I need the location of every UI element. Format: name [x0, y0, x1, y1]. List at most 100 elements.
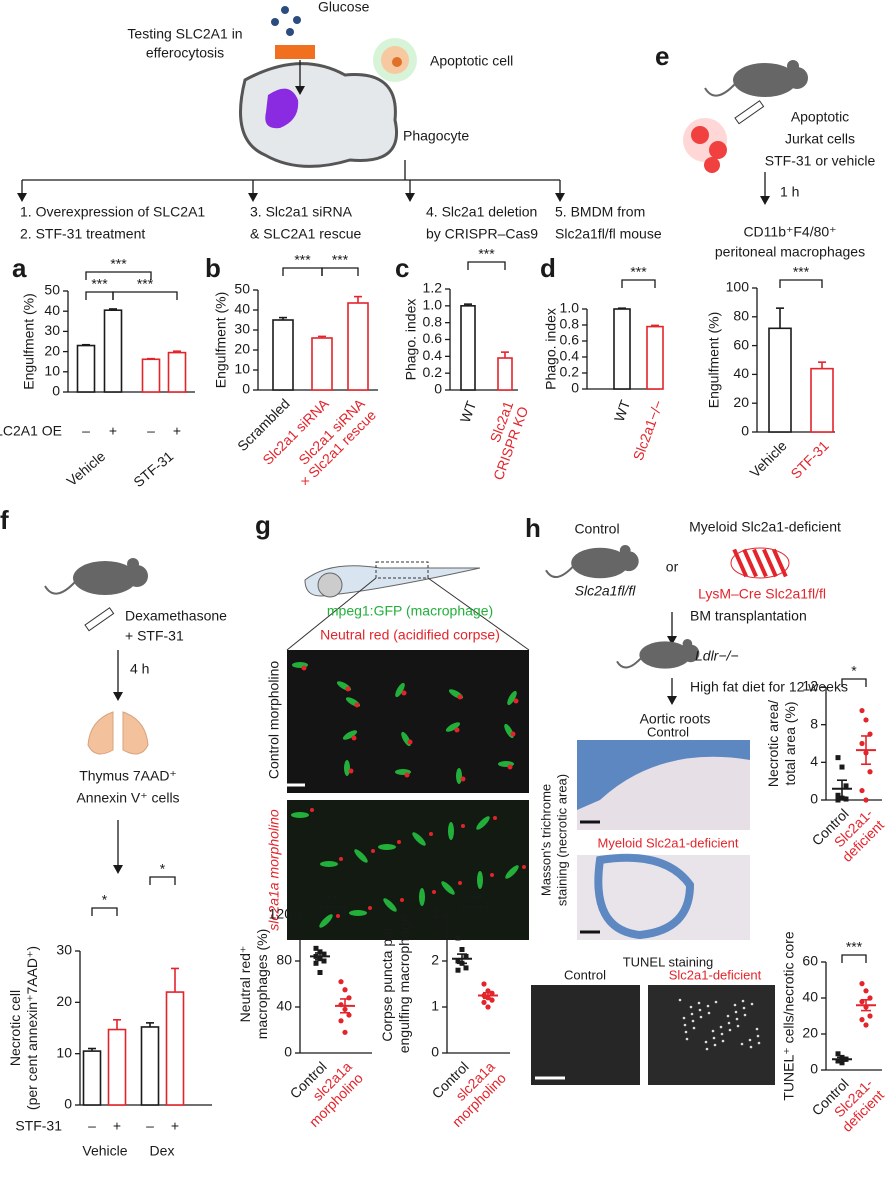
tunel-dot	[721, 1039, 725, 1043]
data-point	[342, 1029, 348, 1035]
approach-text: 4. Slc2a1 deletion	[426, 204, 537, 220]
data-point	[863, 988, 869, 994]
tunel-dot	[750, 1002, 754, 1006]
mouse-stripe	[762, 548, 778, 578]
y-tick-label: 60	[802, 953, 818, 969]
mouse-tail	[545, 565, 574, 578]
x-tick-label: +	[173, 423, 181, 439]
tunel-dot	[682, 1016, 686, 1020]
corpse-blob	[348, 768, 354, 774]
tunel-control	[531, 985, 640, 1085]
y-tick-label: 0	[571, 380, 579, 396]
sig-bracket	[85, 271, 152, 280]
data-point	[839, 1060, 845, 1066]
data-point	[321, 958, 327, 964]
x-tick-label-group: WT	[611, 397, 634, 423]
corpse-blob	[351, 735, 357, 741]
cell-blob	[412, 832, 426, 846]
tunel-dot	[690, 1012, 694, 1016]
data-point	[346, 1012, 352, 1018]
label: Jurkat cells	[785, 131, 855, 147]
sig-label: ***	[332, 252, 349, 268]
cell-blob	[448, 822, 454, 840]
corpse-blob	[429, 832, 433, 836]
y-tick-label: 12	[802, 678, 818, 694]
approach-text: by CRISPR–Cas9	[426, 226, 538, 242]
label: Control	[574, 521, 619, 537]
x-tick-label-group: –	[88, 1118, 96, 1134]
tunel-dot	[707, 1011, 711, 1015]
group-label-group: Vehicle	[82, 1143, 127, 1159]
tunel-dot	[742, 1006, 746, 1010]
y-axis-label-group: Engulfment (%)	[706, 312, 722, 408]
data-point	[459, 947, 465, 952]
panel-letter-group: f	[0, 505, 9, 535]
mouse-tail	[44, 581, 76, 595]
mouse-ear	[127, 558, 139, 570]
tunel-dot	[748, 1038, 752, 1042]
sig-label: ***	[793, 264, 810, 280]
sig-bracket	[112, 291, 178, 300]
label-group: 4 h	[130, 661, 149, 677]
bar	[103, 309, 123, 393]
schematic	[17, 6, 565, 202]
data-point	[321, 951, 327, 957]
x-tick-label: –	[147, 423, 155, 439]
cell-blob	[383, 898, 397, 912]
panel-letter: g	[255, 510, 271, 540]
tunel-dot	[684, 1030, 688, 1034]
x-tick-label-group: Slc2a1−/−	[630, 398, 667, 463]
label-group: Glucose	[318, 0, 370, 15]
approach-text-group: 1. Overexpression of SLC2A1 2. STF-31 tre…	[20, 204, 205, 242]
y-axis-label: Engulfment (%)	[706, 312, 722, 408]
label-group: Phagocyte	[403, 128, 469, 144]
mouse-ear	[619, 545, 631, 556]
y-tick-label: 4	[810, 753, 818, 769]
label: peritoneal macrophages	[715, 244, 865, 260]
x-tick-label-group: +	[173, 423, 181, 439]
y-axis-label: Corpse puncta per	[379, 926, 395, 1042]
bar	[347, 302, 369, 391]
sig-bracket	[319, 906, 346, 915]
y-axis-label-group: Corpse puncta per engulfing macrophage	[379, 915, 412, 1054]
mouse-ear	[787, 60, 799, 72]
y-axis-label-group: Engulfment (%)	[21, 293, 37, 389]
panel-letter: d	[540, 253, 556, 283]
corpse-blob	[401, 690, 407, 696]
cell-blob	[354, 849, 368, 863]
corpse-blob	[368, 906, 372, 910]
sig-label: *	[160, 861, 166, 877]
row-label: slc2a1a morpholino	[266, 809, 282, 931]
label-group: mpeg1:GFP (macrophage)	[327, 603, 493, 619]
tunel-dot	[749, 1045, 753, 1049]
corpse-blob	[301, 665, 307, 671]
tunel-dot	[733, 1003, 737, 1007]
bar	[613, 308, 631, 390]
data-point	[859, 787, 865, 794]
panel-letter: f	[0, 505, 9, 535]
cell-blob	[291, 812, 309, 818]
bar	[165, 991, 185, 1106]
sig-label: ***	[110, 256, 127, 272]
tunel-dot	[720, 1032, 724, 1036]
cell-blob	[344, 760, 350, 776]
group-label: Dex	[150, 1143, 175, 1159]
mouse-head	[681, 644, 700, 663]
tunel-dot	[743, 1013, 747, 1017]
corpse-blob	[432, 890, 436, 894]
x-tick-label-group: –	[82, 423, 90, 439]
label: STF-31 or vehicle	[765, 153, 876, 169]
x-tick-label-group: –	[147, 423, 155, 439]
syringe	[84, 607, 115, 632]
approach-text: 5. BMDM from	[555, 204, 645, 220]
x-tick-label: +	[109, 423, 117, 439]
sig-label: ***	[467, 891, 484, 907]
sig-bracket	[91, 907, 118, 916]
data-point	[859, 707, 865, 714]
row-label-group: Control morpholino	[266, 661, 282, 779]
label: Apoptotic	[791, 109, 849, 125]
y-tick-label: 40	[276, 998, 292, 1014]
tunel-dot	[685, 1037, 689, 1041]
label: High fat diet for 12 weeks	[690, 679, 848, 695]
